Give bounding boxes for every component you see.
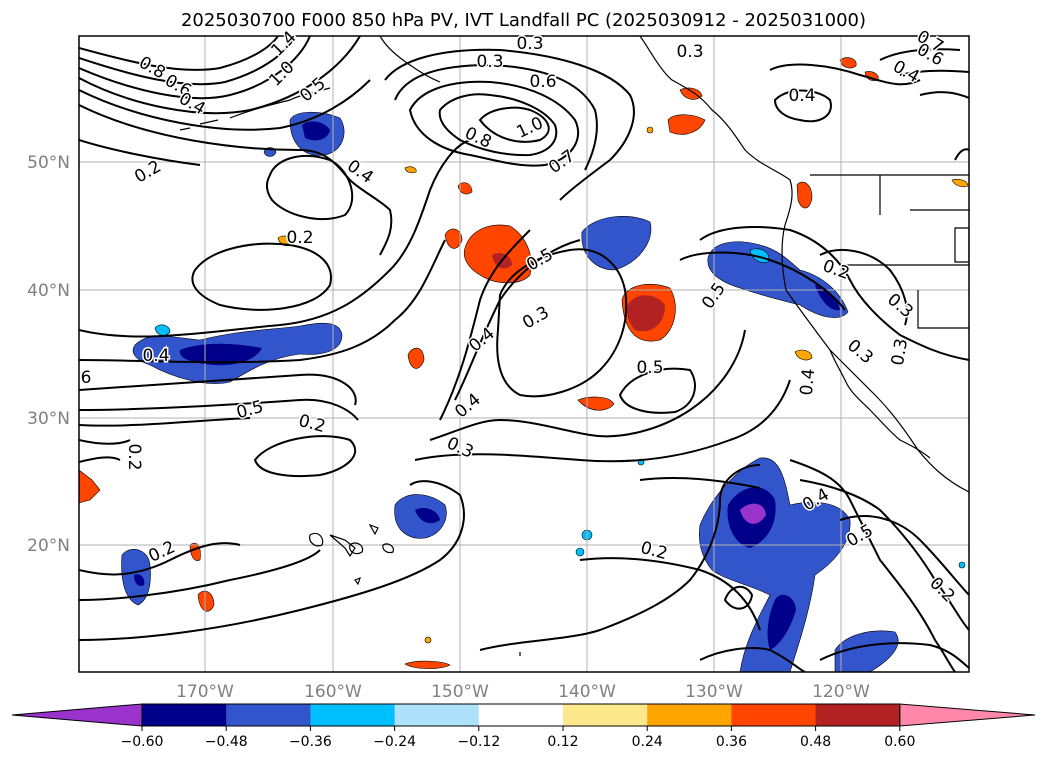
- colorbar-tick-label: −0.36: [289, 734, 332, 750]
- lon-tick-label: 150°W: [431, 682, 489, 702]
- map-title: 2025030700 F000 850 hPa PV, IVT Landfall…: [180, 10, 867, 31]
- contour-label: 0.5: [636, 358, 663, 378]
- colorbar-tick-label: 0.60: [884, 734, 915, 750]
- lat-tick-label: 30°N: [27, 409, 70, 429]
- lon-tick-label: 160°W: [304, 682, 362, 702]
- lon-tick-label: 120°W: [812, 682, 870, 702]
- negative-anomaly-region: [707, 241, 849, 318]
- contour-label: 0.2: [286, 228, 313, 248]
- colorbar-segment: [226, 704, 311, 726]
- contour-label: 0.4: [142, 346, 169, 366]
- contour-lines: [79, 36, 969, 672]
- contour-label: 0.6: [529, 72, 556, 92]
- contour-label: 0.4: [788, 86, 815, 106]
- colorbar-extend-max: [899, 703, 1036, 727]
- contour-label: 0.2: [124, 443, 144, 470]
- lon-tick-label: 130°W: [685, 682, 743, 702]
- lon-tick-label: 170°W: [176, 682, 234, 702]
- lat-tick-label: 40°N: [27, 281, 70, 301]
- map-frame: [78, 35, 970, 673]
- contour-label: 0.3: [676, 42, 703, 62]
- colorbar-segment: [815, 704, 901, 726]
- contour-label: 0.4: [797, 368, 819, 397]
- colorbar-tick-label: 0.36: [716, 734, 747, 750]
- colorbar-tick-label: 0.24: [632, 734, 663, 750]
- lat-tick-label: 20°N: [27, 536, 70, 556]
- contour-label: 6: [81, 368, 92, 388]
- colorbar-tick-label: −0.48: [205, 734, 248, 750]
- longitude-axis: 170°W 160°W 150°W 140°W 130°W 120°W: [176, 682, 870, 702]
- colorbar-tick-label: −0.24: [373, 734, 416, 750]
- colorbar-segment: [647, 704, 732, 726]
- colorbar-segment: [142, 704, 227, 726]
- shaded-field: [79, 57, 969, 672]
- colorbar-segment: [310, 704, 396, 726]
- colorbar-segment: [394, 704, 480, 726]
- lon-tick-label: 140°W: [558, 682, 616, 702]
- latitude-axis: 50°N 40°N 30°N 20°N: [27, 153, 70, 556]
- lat-tick-label: 50°N: [27, 153, 70, 173]
- colorbar-segment: [563, 704, 648, 726]
- negative-anomaly-region: [581, 216, 652, 271]
- colorbar: −0.60 −0.48 −0.36 −0.24 −0.12 0.12 0.24 0.36 0.4…: [11, 703, 1036, 750]
- contour-label: 0.3: [516, 34, 543, 54]
- coastline: [179, 36, 969, 656]
- colorbar-tick-label: −0.12: [457, 734, 500, 750]
- colorbar-frame: [141, 703, 901, 727]
- colorbar-tick-label: −0.60: [121, 734, 164, 750]
- colorbar-tick-label: 0.48: [800, 734, 831, 750]
- colorbar-segment: [731, 704, 817, 726]
- colorbar-extend-min: [11, 703, 143, 727]
- contour-label: 0.3: [476, 52, 503, 72]
- colorbar-segment: [478, 704, 564, 726]
- colorbar-tick-label: 0.12: [547, 734, 578, 750]
